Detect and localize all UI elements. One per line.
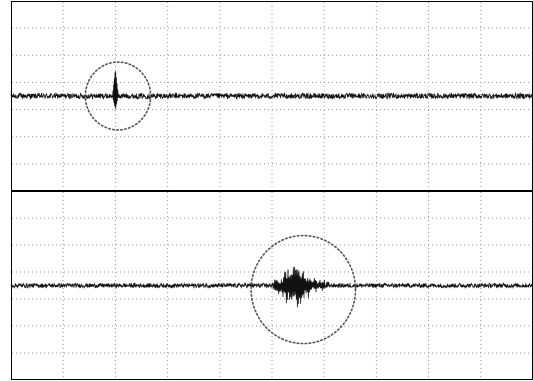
signal-trace — [10, 266, 533, 308]
signal-trace — [10, 71, 533, 110]
top-channel-panel — [10, 1, 533, 191]
highlight-circle — [84, 61, 152, 131]
highlight-circle — [250, 234, 357, 345]
bottom-channel-panel — [10, 191, 533, 380]
